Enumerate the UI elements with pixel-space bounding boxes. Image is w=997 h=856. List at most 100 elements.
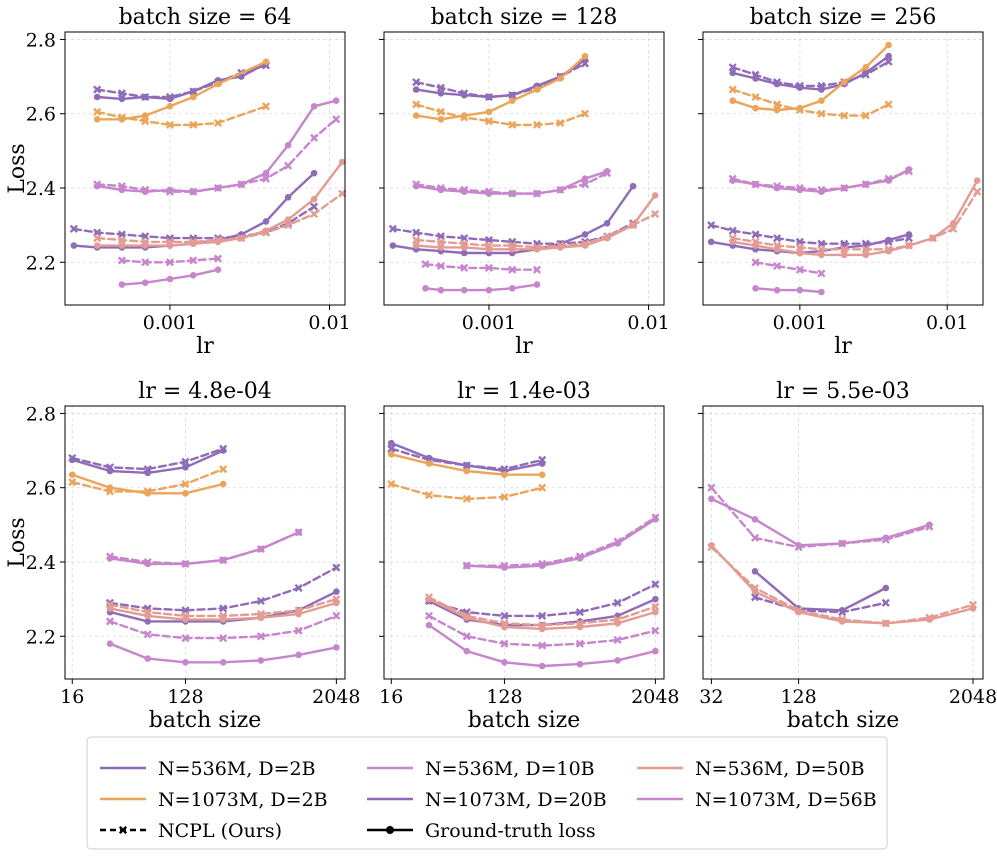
legend-label: Ground-truth loss bbox=[425, 820, 596, 842]
x-marker bbox=[165, 120, 174, 129]
x-marker bbox=[613, 598, 622, 607]
data-point bbox=[262, 58, 270, 66]
series-2 bbox=[387, 439, 546, 475]
data-point bbox=[219, 616, 227, 623]
data-point bbox=[189, 88, 197, 95]
panel-title: lr = 1.4e-03 bbox=[457, 379, 590, 404]
data-point bbox=[796, 186, 804, 194]
series-11 bbox=[424, 611, 660, 650]
x-tick-label: 16 bbox=[379, 686, 403, 708]
x-marker-b bbox=[294, 626, 303, 635]
data-point bbox=[581, 231, 589, 238]
data-point bbox=[581, 242, 589, 249]
ncpl-prediction-line bbox=[753, 596, 887, 614]
data-point bbox=[707, 238, 715, 246]
data-point bbox=[412, 86, 420, 93]
data-point bbox=[885, 247, 892, 255]
x-marker-b bbox=[484, 117, 493, 126]
legend-label: N=1073M, D=20B bbox=[425, 789, 607, 811]
x-marker bbox=[412, 228, 421, 237]
x-marker-b bbox=[421, 260, 430, 269]
data-point bbox=[219, 658, 227, 666]
data-point bbox=[425, 460, 433, 467]
ncpl-prediction-line bbox=[731, 88, 890, 117]
x-marker-b bbox=[580, 109, 590, 118]
x-marker bbox=[751, 92, 760, 102]
x-marker-b bbox=[751, 258, 760, 267]
data-point bbox=[182, 658, 189, 666]
data-point bbox=[862, 251, 870, 259]
data-point bbox=[141, 279, 149, 287]
data-point bbox=[795, 541, 802, 549]
data-point bbox=[557, 244, 564, 251]
x-marker-b bbox=[884, 57, 893, 66]
series-12 bbox=[118, 266, 222, 288]
x-tick-label: 32 bbox=[699, 686, 723, 708]
x-marker-b bbox=[387, 444, 396, 453]
series-6 bbox=[93, 97, 340, 196]
x-marker bbox=[773, 100, 782, 109]
data-point bbox=[144, 618, 152, 625]
x-marker-b bbox=[294, 583, 303, 593]
series-4 bbox=[93, 58, 270, 123]
x-marker bbox=[219, 465, 228, 474]
data-point bbox=[729, 177, 737, 184]
data-point bbox=[262, 218, 270, 225]
x-marker-b bbox=[256, 632, 265, 641]
panel-title: batch size = 128 bbox=[431, 5, 618, 30]
legend-entry-4: N=1073M, D=2B bbox=[100, 789, 328, 811]
x-marker-b bbox=[387, 479, 396, 489]
series-11 bbox=[117, 254, 223, 267]
data-point bbox=[257, 614, 265, 622]
x-marker-b bbox=[949, 224, 958, 233]
x-axis-label: batch size bbox=[149, 708, 261, 733]
series-10 bbox=[412, 192, 659, 253]
x-marker-b bbox=[728, 63, 737, 72]
series-2 bbox=[708, 495, 933, 549]
data-point bbox=[973, 177, 981, 184]
x-marker-b bbox=[284, 161, 293, 170]
x-marker-b bbox=[538, 611, 547, 620]
data-point bbox=[885, 236, 892, 244]
data-point bbox=[773, 106, 781, 114]
x-marker-b bbox=[460, 263, 469, 272]
legend-x-marker bbox=[118, 825, 128, 835]
x-marker bbox=[294, 626, 303, 635]
legend-entry-2: N=536M, D=10B bbox=[367, 758, 595, 780]
data-point bbox=[538, 562, 546, 570]
series-3 bbox=[93, 102, 271, 129]
series-6 bbox=[729, 166, 913, 196]
ground-truth-line bbox=[731, 179, 979, 257]
x-marker-b bbox=[412, 228, 421, 237]
x-marker-b bbox=[93, 85, 102, 94]
x-marker-b bbox=[424, 611, 434, 620]
data-point bbox=[838, 618, 846, 625]
data-point bbox=[501, 658, 508, 666]
data-point bbox=[437, 286, 445, 294]
ncpl-prediction-line bbox=[710, 486, 931, 549]
data-point bbox=[508, 284, 516, 292]
data-point bbox=[581, 175, 589, 183]
data-point bbox=[485, 190, 493, 197]
ncpl-prediction-line bbox=[710, 223, 911, 245]
data-point bbox=[333, 599, 340, 607]
x-tick-label: 0.01 bbox=[308, 312, 350, 334]
x-marker bbox=[69, 224, 78, 233]
data-point bbox=[118, 242, 126, 249]
x-marker-b bbox=[117, 89, 126, 98]
x-marker bbox=[556, 118, 565, 128]
ncpl-prediction-line bbox=[754, 261, 823, 275]
series-4 bbox=[412, 52, 589, 123]
x-marker bbox=[219, 604, 228, 613]
y-tick-label: 2.8 bbox=[26, 29, 56, 51]
data-point bbox=[557, 75, 564, 82]
data-point bbox=[295, 610, 302, 618]
x-marker-b bbox=[750, 533, 760, 542]
x-marker bbox=[508, 265, 517, 274]
legend-entry-7: NCPL (Ours) bbox=[100, 820, 282, 842]
x-marker bbox=[421, 260, 430, 269]
ground-truth-line bbox=[753, 570, 887, 612]
series-7 bbox=[388, 219, 638, 248]
x-tick-label: 2048 bbox=[631, 686, 679, 708]
data-point bbox=[437, 244, 445, 251]
